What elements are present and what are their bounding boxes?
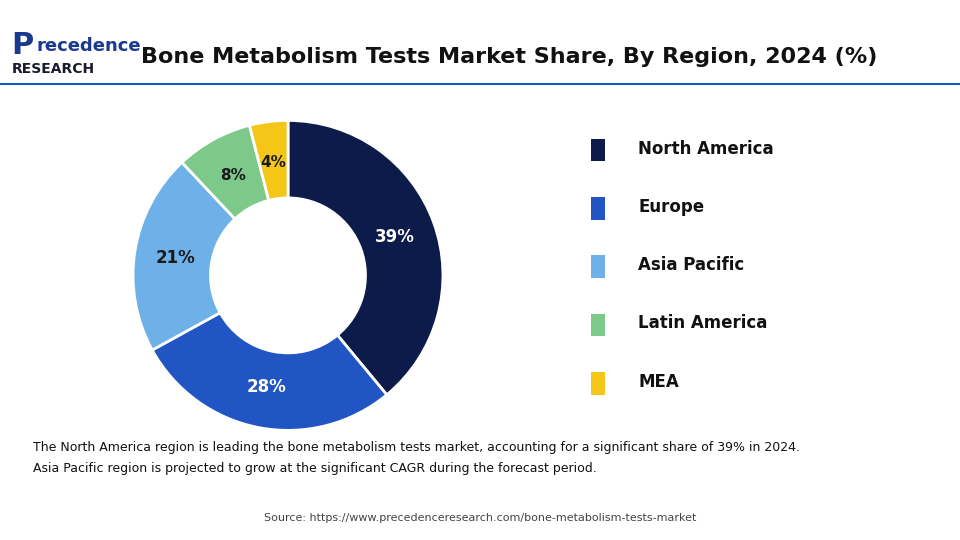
Text: 21%: 21% <box>156 248 196 267</box>
FancyBboxPatch shape <box>590 372 605 395</box>
Text: RESEARCH: RESEARCH <box>12 62 95 76</box>
Wedge shape <box>288 120 443 395</box>
FancyBboxPatch shape <box>590 139 605 161</box>
Text: Europe: Europe <box>638 198 704 216</box>
Text: MEA: MEA <box>638 373 679 391</box>
Wedge shape <box>250 120 288 200</box>
Wedge shape <box>133 163 235 350</box>
Text: North America: North America <box>638 139 774 158</box>
Wedge shape <box>182 125 269 219</box>
Text: recedence: recedence <box>36 37 141 55</box>
Text: 4%: 4% <box>261 155 287 170</box>
Text: P: P <box>12 31 34 60</box>
FancyBboxPatch shape <box>590 314 605 336</box>
FancyBboxPatch shape <box>590 197 605 220</box>
Text: Asia Pacific: Asia Pacific <box>638 256 744 274</box>
Text: 8%: 8% <box>220 168 246 183</box>
Text: The North America region is leading the bone metabolism tests market, accounting: The North America region is leading the … <box>33 441 800 475</box>
Text: Bone Metabolism Tests Market Share, By Region, 2024 (%): Bone Metabolism Tests Market Share, By R… <box>140 46 877 67</box>
Text: Source: https://www.precedenceresearch.com/bone-metabolism-tests-market: Source: https://www.precedenceresearch.c… <box>264 514 696 523</box>
Text: Latin America: Latin America <box>638 314 767 333</box>
Text: 39%: 39% <box>375 228 415 246</box>
FancyBboxPatch shape <box>590 255 605 278</box>
Text: 28%: 28% <box>247 379 286 396</box>
Wedge shape <box>153 313 387 430</box>
